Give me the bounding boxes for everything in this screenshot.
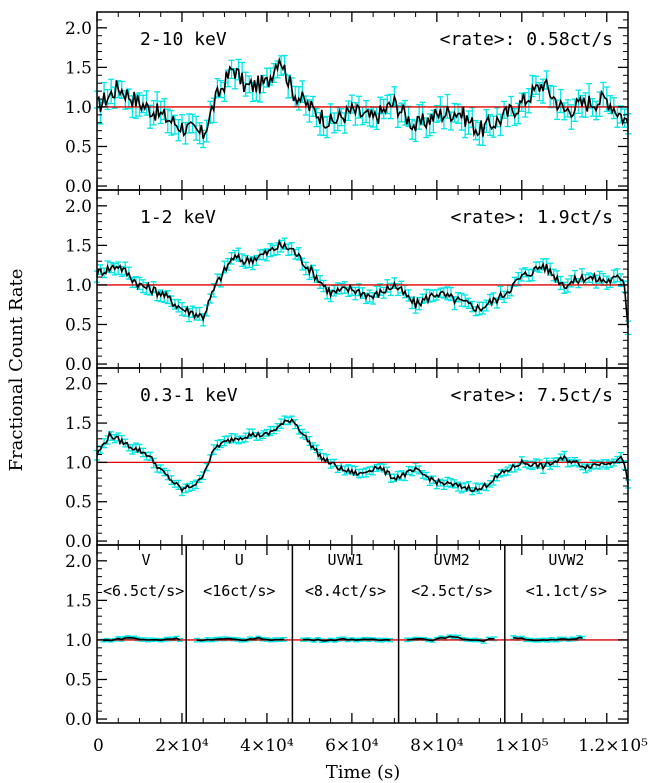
filter-label: UVW2	[548, 551, 584, 569]
filter-label: V	[141, 551, 150, 569]
y-tick-label: 1.0	[65, 98, 92, 118]
y-tick-label: 0.0	[65, 710, 92, 730]
panels-group: 0.00.51.01.52.02-10 keV <rate>: 0.58ct/s0…	[65, 11, 648, 756]
series-line	[96, 56, 629, 140]
y-tick-label: 1.5	[65, 236, 92, 256]
y-tick-label: 1.0	[65, 631, 92, 651]
filter-rate-label: <16ct/s>	[203, 582, 275, 600]
x-tick-label: 1×10⁵	[495, 736, 549, 756]
mean-rate-label: <rate>: 7.5ct/s	[450, 385, 613, 406]
y-tick-label: 1.5	[65, 591, 92, 611]
mean-rate-label: <rate>: 1.9ct/s	[450, 207, 613, 228]
filter-label: UVM2	[434, 551, 470, 569]
series-line	[103, 635, 583, 643]
x-tick-label: 0	[93, 736, 104, 756]
x-tick-label: 2×10⁴	[155, 736, 209, 756]
series-line	[96, 417, 629, 494]
error-bars	[94, 54, 631, 149]
y-tick-label: 1.0	[65, 453, 92, 473]
filter-rate-label: <2.5ct/s>	[411, 582, 492, 600]
band-label: 1-2 keV	[140, 207, 216, 228]
x-axis-label: Time (s)	[326, 762, 401, 783]
y-tick-label: 2.0	[65, 197, 92, 217]
filter-label: U	[235, 551, 244, 569]
panel-4: 0.0 0.5 1.0 1.5 2.0 V <6.5ct/s> U <16ct/s> UVW1 <8…	[65, 544, 648, 756]
y-tick-label: 0.5	[65, 315, 92, 335]
y-tick-label: 2.0	[65, 19, 92, 39]
series-line	[96, 238, 629, 328]
y-axis-label: Fractional Count Rate	[6, 269, 27, 472]
y-tick-label: 1.5	[65, 58, 92, 78]
y-tick-label: 0.5	[65, 137, 92, 157]
filter-rate-label: <8.4ct/s>	[305, 582, 386, 600]
filter-rate-label: <1.1ct/s>	[526, 582, 607, 600]
x-tick-label: 8×10⁴	[410, 736, 464, 756]
y-tick-label: 1.5	[65, 414, 92, 434]
panel-1: 0.0 0.5 1.0 1.5 2.0 2-10 keV <rate>: 0.58ct/s	[65, 11, 631, 197]
x-tick-label: 4×10⁴	[240, 736, 294, 756]
error-bars	[94, 237, 631, 336]
mean-rate-label: <rate>: 0.58ct/s	[440, 29, 613, 50]
y-tick-label: 2.0	[65, 552, 92, 572]
band-label: 2-10 keV	[140, 29, 227, 50]
y-tick-label: 0.0	[65, 177, 92, 197]
y-tick-label: 0.5	[65, 670, 92, 690]
y-tick-label: 2.0	[65, 375, 92, 395]
y-tick-label: 0.0	[65, 532, 92, 552]
y-tick-label: 0.5	[65, 493, 92, 513]
panel-3: 0.0 0.5 1.0 1.5 2.0 0.3-1 keV <rate>: 7.5ct/s	[65, 367, 631, 552]
band-label: 0.3-1 keV	[140, 385, 238, 406]
filter-rate-label: <6.5ct/s>	[103, 582, 184, 600]
x-tick-label: 6×10⁴	[325, 736, 379, 756]
panel-2: 0.0 0.5 1.0 1.5 2.0 1-2 keV <rate>: 1.9ct/s	[65, 189, 631, 375]
panel-frame	[96, 544, 629, 724]
y-tick-label: 0.0	[65, 355, 92, 375]
filter-label: UVW1	[327, 551, 363, 569]
y-tick-label: 1.0	[65, 276, 92, 296]
x-tick-label: 1.2×10⁵	[578, 736, 648, 756]
